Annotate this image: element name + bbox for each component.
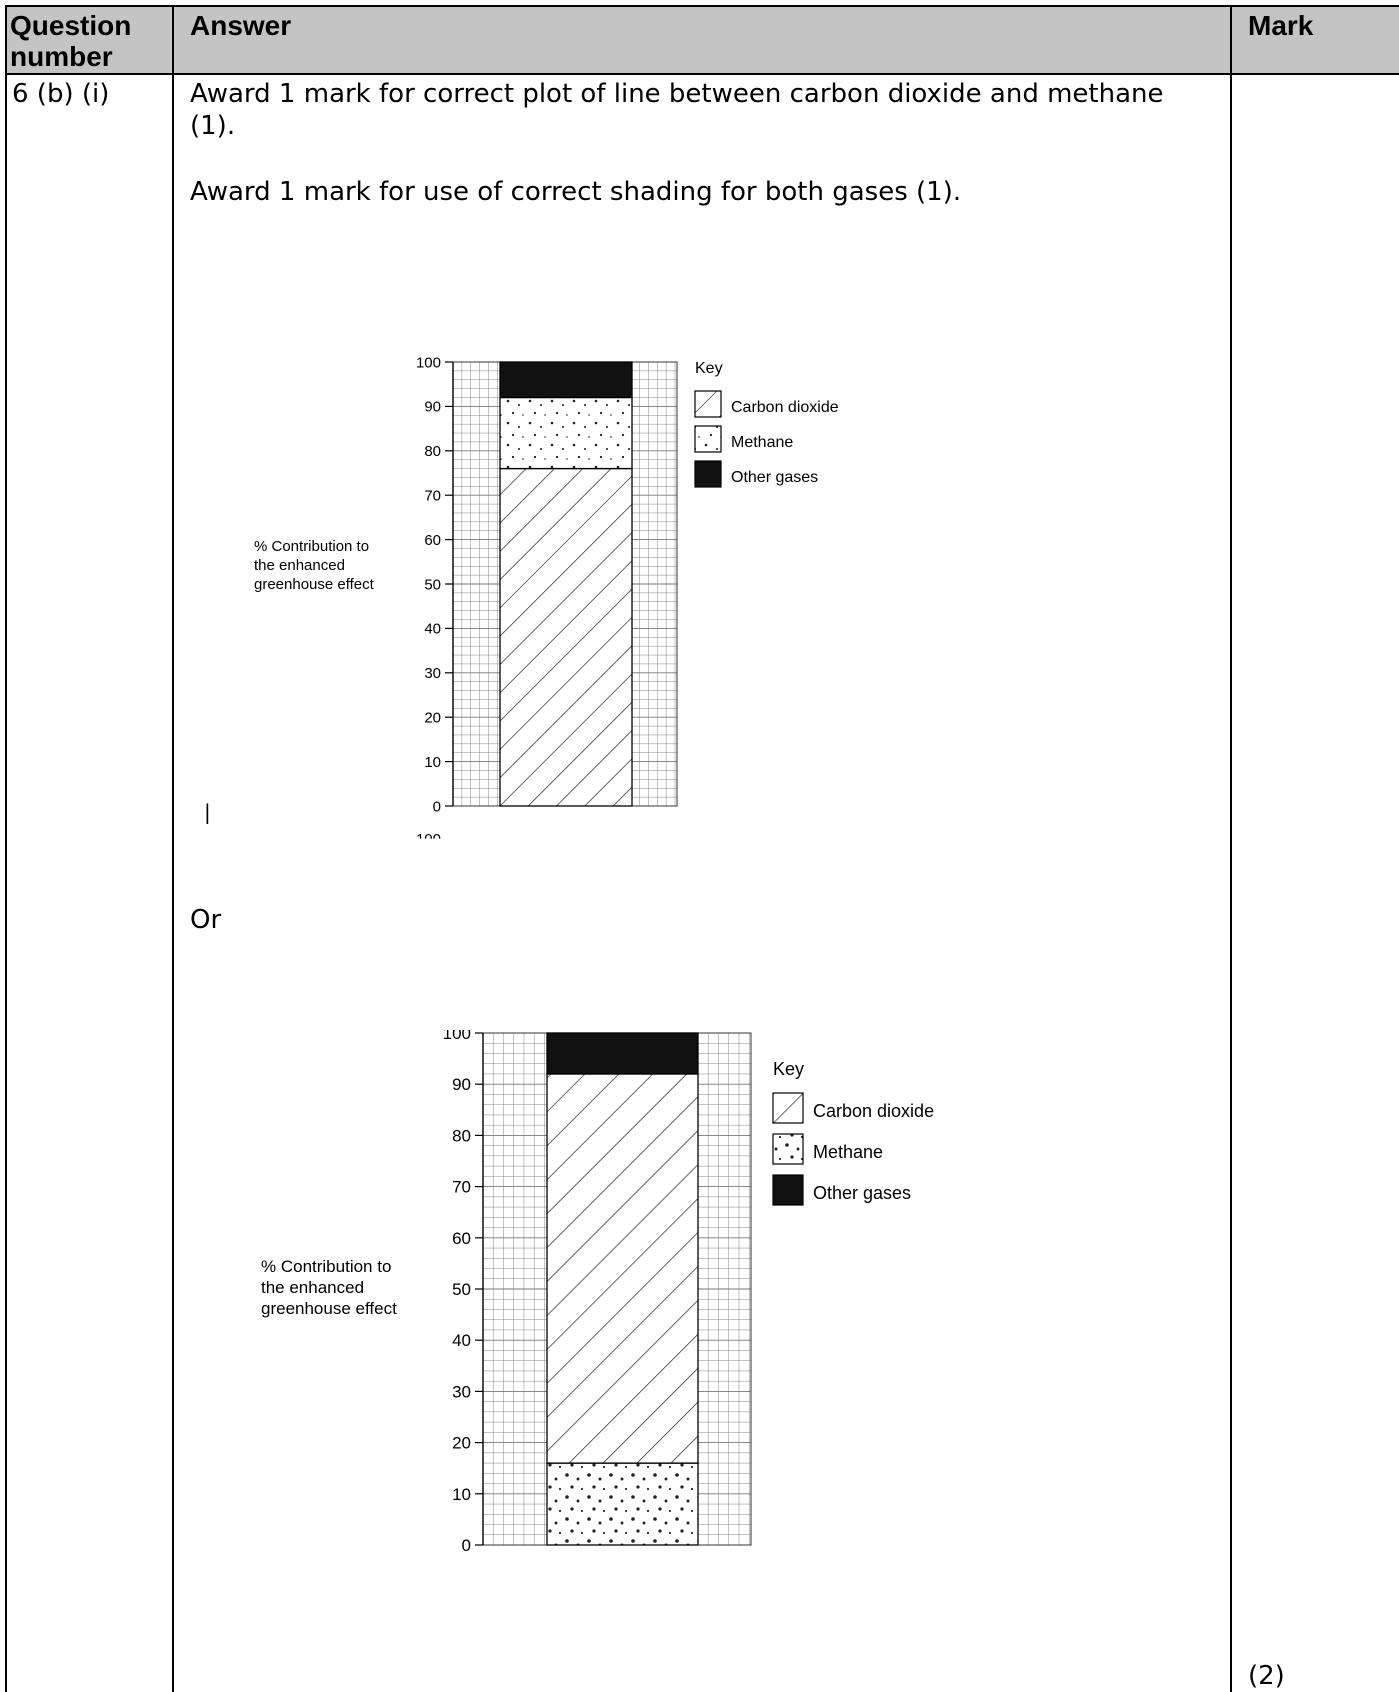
y-axis-label: the enhanced (254, 557, 345, 574)
legend-label: Other gases (813, 1183, 911, 1203)
table-top-border (5, 5, 1399, 7)
y-axis-label: the enhanced (261, 1278, 364, 1297)
header-number-label: number (10, 41, 113, 72)
y-tick-label: 20 (452, 1434, 471, 1453)
y-axis-label: % Contribution to (261, 1257, 391, 1276)
y-tick-label: 40 (452, 1331, 471, 1350)
or-text: Or (190, 905, 222, 935)
answer-criterion-2: Award 1 mark for use of correct shading … (190, 177, 962, 207)
mark-value: (2) (1248, 1661, 1285, 1691)
cutoff-tick-label: 100 (416, 831, 441, 848)
header-mark-cell: Mark (1232, 6, 1399, 74)
y-tick-label: 80 (452, 1126, 471, 1145)
question-answer-divider (172, 5, 174, 1692)
legend-title: Key (773, 1059, 804, 1079)
header-question-label: Question (10, 10, 132, 41)
legend-label: Methane (731, 434, 793, 451)
header-mark-label: Mark (1248, 10, 1314, 41)
bar-segment-methane (499, 396, 633, 470)
y-tick-label: 100 (443, 1030, 471, 1043)
question-number: 6 (b) (i) (12, 79, 110, 109)
chart-1: 0 10 20 30 40 50 60 70 80 90 100 % Contribution to t… (240, 330, 880, 854)
y-axis-label: greenhouse effect (261, 1299, 397, 1318)
y-tick-label: 50 (452, 1280, 471, 1299)
chart-2-svg: 0 10 20 30 40 50 60 70 80 90 100 % Contribution to t… (261, 1024, 934, 1555)
y-tick-label: 30 (452, 1382, 471, 1401)
bar-segment-other-gases (499, 361, 633, 399)
y-tick-label: 90 (452, 1075, 471, 1094)
header-answer-label: Answer (190, 10, 292, 41)
y-tick-label: 60 (424, 532, 441, 549)
y-tick-label: 10 (424, 754, 441, 771)
y-tick-label: 100 (416, 354, 441, 371)
legend-swatch-carbon-dioxide (694, 390, 722, 418)
y-axis-label: greenhouse effect (254, 576, 375, 593)
bar-segment-other-gases (546, 1032, 699, 1075)
y-tick-label: 80 (424, 443, 441, 460)
y-tick-label: 30 (424, 665, 441, 682)
legend-swatch-methane (694, 425, 722, 453)
legend-label: Other gases (731, 469, 818, 486)
y-tick-label: 10 (452, 1485, 471, 1504)
y-tick-label: 20 (424, 709, 441, 726)
header-bottom-border (5, 73, 1399, 75)
y-tick-label: 70 (452, 1178, 471, 1197)
answer-criterion-1-end: (1). (190, 111, 236, 141)
header-question-cell: Question number (6, 6, 172, 74)
table-left-border (5, 5, 7, 1692)
y-tick-label: 70 (424, 487, 441, 504)
legend-label: Carbon dioxide (813, 1101, 934, 1121)
chart-1-svg: 0 10 20 30 40 50 60 70 80 90 100 % Contribution to t… (254, 354, 839, 850)
y-tick-label: 60 (452, 1229, 471, 1248)
y-tick-label: 40 (424, 621, 441, 638)
bar-segment-carbon-dioxide (546, 1073, 699, 1464)
legend-title: Key (695, 360, 723, 377)
y-tick-label: 90 (424, 399, 441, 416)
stray-mark: | (204, 800, 211, 824)
legend-label: Carbon dioxide (731, 399, 839, 416)
y-axis-label: % Contribution to (254, 538, 369, 555)
y-tick-label: 0 (462, 1536, 471, 1555)
legend-swatch-other-gases (694, 460, 722, 488)
bar-segment-methane (546, 1462, 699, 1546)
y-tick-label: 0 (433, 798, 441, 815)
legend-swatch-other-gases (772, 1174, 804, 1206)
bar-segment-carbon-dioxide (499, 467, 633, 807)
legend-swatch-carbon-dioxide (772, 1092, 804, 1124)
legend-swatch-methane (772, 1133, 804, 1165)
y-tick-label: 50 (424, 576, 441, 593)
legend-label: Methane (813, 1142, 883, 1162)
answer-criterion-1: Award 1 mark for correct plot of line be… (190, 79, 1164, 109)
chart-2: 0 10 20 30 40 50 60 70 80 90 100 % Contribution to t… (255, 1024, 975, 1594)
header-answer-cell: Answer (174, 6, 1230, 74)
answer-mark-divider (1230, 5, 1232, 1692)
